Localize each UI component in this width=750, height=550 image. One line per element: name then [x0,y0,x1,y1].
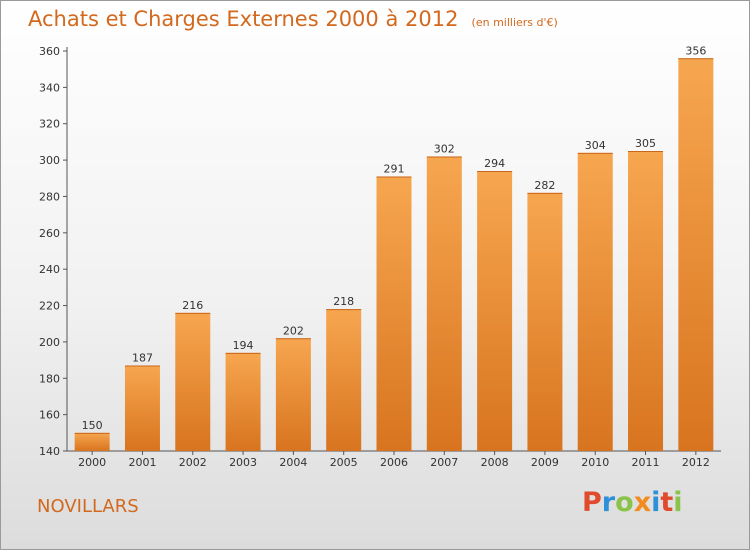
y-tick-label: 360 [39,45,60,58]
y-tick-label: 220 [39,300,60,313]
bar-2004 [275,338,311,451]
y-tick-label: 280 [39,190,60,203]
x-tick-label-2000: 2000 [78,456,106,469]
data-label-2009: 282 [534,179,555,192]
x-tick-label-2008: 2008 [481,456,509,469]
bar-2012 [678,58,714,451]
proxiti-logo: Proxiti [582,487,683,518]
data-labels: 150 187 216 194 202 218 291 302 294 282 304 305 356 [82,44,707,432]
place-name: NOVILLARS [37,496,139,517]
x-tick-label-2012: 2012 [682,456,710,469]
data-label-2007: 302 [434,142,455,155]
bar-2005 [326,309,362,451]
logo-letter: i [651,487,661,518]
bar-2010 [577,152,613,451]
y-tick-label: 240 [39,263,60,276]
x-tick-label-2003: 2003 [229,456,257,469]
x-tick-label-2010: 2010 [581,456,609,469]
y-tick-label: 160 [39,409,60,422]
x-tick-label-2005: 2005 [330,456,358,469]
x-tick-label-2001: 2001 [128,456,156,469]
axes: 140 160 180 200 220 240 260 280 300 320 340 360 2000… [39,45,721,469]
bar-2003 [225,352,261,451]
y-tick-label: 300 [39,154,60,167]
logo-letter: P [582,487,602,518]
data-label-2004: 202 [283,324,304,337]
logo-letter: r [601,487,616,518]
y-tick-label: 340 [39,81,60,94]
y-tick-label: 260 [39,227,60,240]
data-label-2003: 194 [233,339,254,352]
bar-2011 [628,151,664,451]
data-label-2006: 291 [384,162,405,175]
x-tick-label-2011: 2011 [632,456,660,469]
x-tick-label-2006: 2006 [380,456,408,469]
bar-2002 [175,312,211,451]
y-tick-label: 200 [39,336,60,349]
data-label-2002: 216 [182,299,203,312]
bars [74,58,714,452]
bar-2006 [376,176,412,452]
y-tick-label: 140 [39,445,60,458]
data-label-2010: 304 [585,139,606,152]
data-label-2008: 294 [484,157,505,170]
logo-letter: x [633,487,652,518]
bar-2009 [527,192,563,451]
y-tick-label: 180 [39,372,60,385]
logo-letter: i [673,487,683,518]
chart-title: Achats et Charges Externes 2000 à 2012 [28,7,459,31]
data-label-2005: 218 [333,295,354,308]
x-tick-label-2009: 2009 [531,456,559,469]
y-tick-label: 320 [39,118,60,131]
x-tick-label-2004: 2004 [279,456,307,469]
logo-letter: o [615,487,634,518]
logo-letter: t [660,487,674,518]
chart-header: Achats et Charges Externes 2000 à 2012 (… [28,7,558,31]
bar-2008 [477,171,513,451]
data-label-2001: 187 [132,352,153,365]
data-label-2011: 305 [635,137,656,150]
chart-subtitle: (en milliers d'€) [471,16,558,29]
bar-2001 [124,365,160,451]
data-label-2000: 150 [82,419,103,432]
bar-2007 [426,156,462,452]
bar-2000 [74,432,110,451]
x-tick-label-2007: 2007 [430,456,458,469]
x-tick-label-2002: 2002 [179,456,207,469]
data-label-2012: 356 [685,44,706,57]
